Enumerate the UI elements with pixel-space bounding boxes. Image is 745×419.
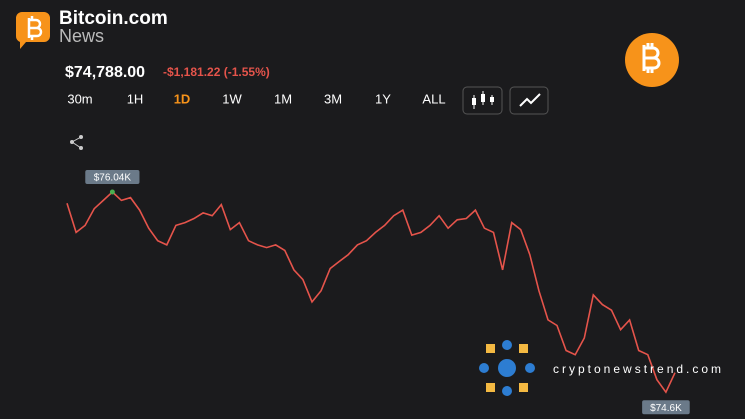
timeframe-button[interactable]: 1W xyxy=(222,91,242,106)
price-label-box xyxy=(85,170,140,185)
timeframe-button[interactable]: 1D xyxy=(174,91,191,106)
brand-sub: News xyxy=(59,26,104,46)
timeframe-button[interactable]: 1M xyxy=(274,91,292,106)
timeframe-button[interactable]: 1H xyxy=(127,91,144,106)
price-label: $76.04K xyxy=(94,173,132,184)
price-label: $74.6K xyxy=(650,403,682,414)
timeframe-button[interactable]: 1Y xyxy=(375,91,391,106)
price-change: -$1,181.22 (-1.55%) xyxy=(163,65,270,79)
timeframe-bar: 30m 1H 1D 1W 1M 3M 1Y ALL xyxy=(67,91,445,106)
share-icon[interactable] xyxy=(70,135,83,150)
brand-logo xyxy=(15,12,51,49)
price: $74,788.00 xyxy=(65,64,145,81)
timeframe-button[interactable]: 3M xyxy=(324,91,342,106)
candle-toggle[interactable] xyxy=(462,86,503,115)
coin-icon xyxy=(625,33,679,87)
high-marker xyxy=(109,189,115,195)
price-label-box xyxy=(642,400,690,415)
price-line xyxy=(66,190,676,394)
timeframe-button[interactable]: ALL xyxy=(422,91,445,106)
watermark-logo xyxy=(479,340,535,396)
price-chart: $76.04K $74.6K xyxy=(66,170,690,415)
timeframe-button[interactable]: 30m xyxy=(67,91,92,106)
line-toggle[interactable] xyxy=(509,86,549,115)
brand: Bitcoin.com xyxy=(59,8,168,29)
watermark: cryptonewstrend.com xyxy=(553,362,724,376)
